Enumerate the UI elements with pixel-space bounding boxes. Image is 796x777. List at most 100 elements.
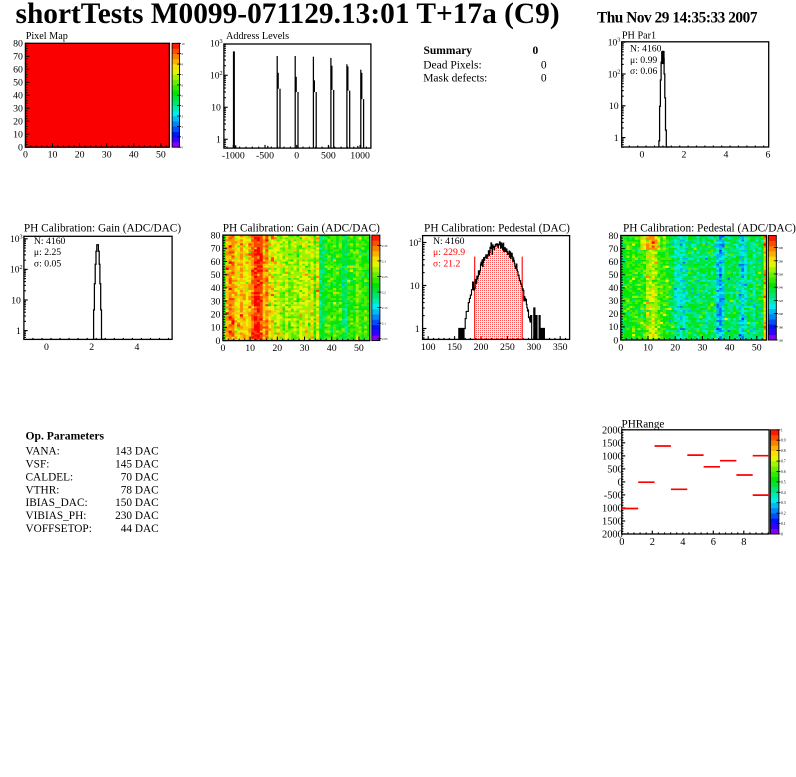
svg-text:20: 20 xyxy=(272,343,282,354)
svg-text:0.4: 0.4 xyxy=(781,491,786,495)
svg-text:70: 70 xyxy=(13,52,23,63)
svg-text:N: 4160: N: 4160 xyxy=(630,44,662,55)
svg-text:40: 40 xyxy=(211,283,221,294)
svg-text:10: 10 xyxy=(10,266,20,276)
svg-text:PH Par1: PH Par1 xyxy=(622,31,656,42)
svg-text:30: 30 xyxy=(609,296,619,307)
svg-text:shortTests M0099-071129.13:01: shortTests M0099-071129.13:01 T+17a (C9) xyxy=(16,0,560,30)
svg-text:0: 0 xyxy=(613,335,618,346)
svg-text:150 DAC: 150 DAC xyxy=(115,497,159,509)
svg-text:VANA:: VANA: xyxy=(26,446,60,458)
svg-text:σ: 0.05: σ: 0.05 xyxy=(34,258,61,269)
svg-text:10: 10 xyxy=(245,343,255,354)
svg-text:10: 10 xyxy=(13,130,23,141)
svg-text:2: 2 xyxy=(617,69,620,76)
svg-text:0.8: 0.8 xyxy=(781,449,786,453)
svg-text:3: 3 xyxy=(617,37,620,44)
svg-text:2.1: 2.1 xyxy=(382,322,386,326)
svg-text:50: 50 xyxy=(354,343,364,354)
svg-text:70: 70 xyxy=(211,244,221,255)
svg-text:Summary: Summary xyxy=(424,45,473,57)
svg-text:-500: -500 xyxy=(604,491,623,502)
svg-text:-500: -500 xyxy=(256,151,274,162)
svg-text:IBIAS_DAC:: IBIAS_DAC: xyxy=(26,497,88,509)
svg-text:0: 0 xyxy=(618,343,623,354)
svg-text:80: 80 xyxy=(211,230,221,241)
svg-text:30: 30 xyxy=(13,104,23,115)
svg-text:μ: 2.25: μ: 2.25 xyxy=(34,247,61,258)
svg-text:0: 0 xyxy=(220,343,225,354)
svg-text:350: 350 xyxy=(553,342,568,353)
svg-text:PH Calibration: Gain (ADC/DAC): PH Calibration: Gain (ADC/DAC) xyxy=(24,223,181,235)
svg-text:70: 70 xyxy=(609,244,619,255)
svg-text:Op. Parameters: Op. Parameters xyxy=(26,430,105,443)
svg-text:20: 20 xyxy=(13,117,23,128)
svg-text:220: 220 xyxy=(778,299,783,303)
svg-text:N: 4160: N: 4160 xyxy=(34,236,66,247)
svg-text:260: 260 xyxy=(778,273,783,277)
svg-text:10: 10 xyxy=(210,72,220,82)
svg-text:2: 2 xyxy=(220,70,223,77)
svg-text:0: 0 xyxy=(618,478,623,489)
svg-text:PHRange: PHRange xyxy=(622,418,665,430)
svg-text:10: 10 xyxy=(609,101,619,112)
svg-text:250: 250 xyxy=(500,342,515,353)
svg-text:PH Calibration: Pedestal (ADC/: PH Calibration: Pedestal (ADC/DAC) xyxy=(623,223,796,235)
svg-text:230 DAC: 230 DAC xyxy=(115,510,159,522)
svg-text:80: 80 xyxy=(13,39,23,50)
svg-text:μ: 0.99: μ: 0.99 xyxy=(630,55,657,66)
svg-text:10: 10 xyxy=(643,343,653,354)
svg-text:2.05: 2.05 xyxy=(382,337,388,341)
svg-text:180: 180 xyxy=(778,325,783,329)
svg-text:9: 9 xyxy=(182,52,184,56)
svg-text:10: 10 xyxy=(10,235,20,245)
svg-text:0.3: 0.3 xyxy=(781,501,786,505)
svg-text:Thu Nov 29 14:35:33 2007: Thu Nov 29 14:35:33 2007 xyxy=(597,10,758,27)
svg-text:0.7: 0.7 xyxy=(781,460,786,464)
svg-text:1: 1 xyxy=(182,135,184,139)
svg-text:Dead Pixels:: Dead Pixels: xyxy=(423,60,481,72)
svg-text:0: 0 xyxy=(182,146,184,150)
svg-text:10: 10 xyxy=(11,295,21,306)
svg-text:6: 6 xyxy=(765,150,770,161)
svg-text:2.3: 2.3 xyxy=(382,259,386,263)
svg-text:145 DAC: 145 DAC xyxy=(115,459,159,471)
svg-text:1000: 1000 xyxy=(602,504,623,515)
svg-text:50: 50 xyxy=(752,343,762,354)
svg-text:σ: 0.06: σ: 0.06 xyxy=(630,66,657,77)
svg-text:30: 30 xyxy=(102,150,112,161)
svg-text:1: 1 xyxy=(614,133,619,144)
svg-text:Address Levels: Address Levels xyxy=(226,31,289,42)
svg-text:2000: 2000 xyxy=(602,425,623,436)
svg-text:7: 7 xyxy=(182,73,184,77)
svg-text:2: 2 xyxy=(418,237,421,244)
svg-text:10: 10 xyxy=(608,70,618,80)
svg-text:0: 0 xyxy=(532,45,538,57)
svg-text:0: 0 xyxy=(23,150,28,161)
svg-text:200: 200 xyxy=(778,312,783,316)
svg-text:300: 300 xyxy=(778,246,783,250)
svg-text:VOFFSETOP:: VOFFSETOP: xyxy=(26,523,92,535)
svg-text:3: 3 xyxy=(20,233,23,240)
svg-text:50: 50 xyxy=(156,150,166,161)
svg-text:2000: 2000 xyxy=(602,530,623,541)
svg-text:10: 10 xyxy=(608,39,618,49)
svg-text:0.5: 0.5 xyxy=(781,480,786,484)
svg-text:10: 10 xyxy=(210,40,220,50)
svg-text:8: 8 xyxy=(182,63,184,67)
svg-text:40: 40 xyxy=(725,343,735,354)
svg-text:1000: 1000 xyxy=(602,452,623,463)
svg-text:50: 50 xyxy=(609,270,619,281)
svg-text:10: 10 xyxy=(409,239,419,249)
svg-text:0.2: 0.2 xyxy=(781,512,786,516)
svg-text:300: 300 xyxy=(526,342,541,353)
svg-text:0.9: 0.9 xyxy=(781,439,786,443)
svg-text:40: 40 xyxy=(13,91,23,102)
svg-text:2: 2 xyxy=(681,150,686,161)
svg-text:500: 500 xyxy=(321,151,336,162)
svg-text:μ: 229.9: μ: 229.9 xyxy=(433,247,465,258)
svg-text:1000: 1000 xyxy=(350,151,370,162)
svg-text:2.15: 2.15 xyxy=(382,306,388,310)
svg-text:2: 2 xyxy=(650,537,655,548)
svg-text:40: 40 xyxy=(327,343,337,354)
